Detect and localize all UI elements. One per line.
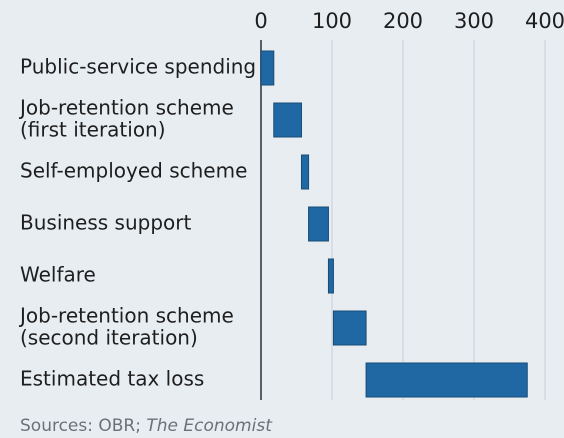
source: Sources: OBR; The Economist bbox=[20, 416, 273, 436]
bar bbox=[327, 258, 334, 294]
x-tick-label: 300 bbox=[454, 9, 494, 33]
bar bbox=[273, 102, 302, 138]
bar bbox=[260, 50, 275, 86]
category-label: Business support bbox=[20, 211, 191, 235]
category-label: Estimated tax loss bbox=[20, 367, 204, 391]
x-tick-label: 400 bbox=[525, 9, 564, 33]
x-tick-label: 100 bbox=[312, 9, 352, 33]
bar bbox=[365, 362, 528, 398]
x-tick-label: 0 bbox=[254, 9, 267, 33]
category-label: Public-service spending bbox=[20, 55, 256, 79]
bar bbox=[300, 154, 310, 190]
source-publication: The Economist bbox=[146, 416, 273, 436]
source-prefix: Sources: OBR; bbox=[20, 416, 141, 436]
bar bbox=[332, 310, 367, 346]
category-label: Job-retention scheme bbox=[18, 304, 234, 328]
x-tick-label: 200 bbox=[383, 9, 423, 33]
category-label: (first iteration) bbox=[20, 118, 166, 142]
category-label: Self-employed scheme bbox=[20, 159, 247, 183]
category-label: (second iteration) bbox=[20, 326, 198, 350]
category-label: Job-retention scheme bbox=[18, 96, 234, 120]
bar bbox=[308, 206, 329, 242]
category-label: Welfare bbox=[20, 263, 96, 287]
